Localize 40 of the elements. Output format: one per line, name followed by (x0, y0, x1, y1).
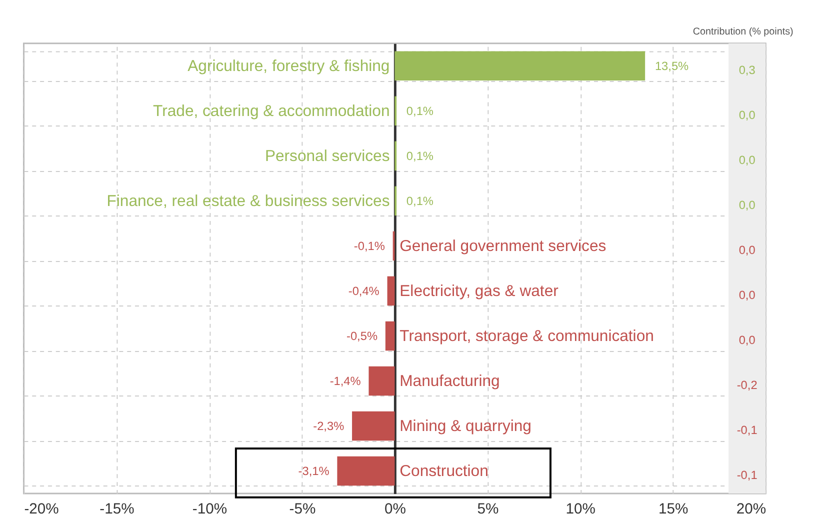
annotation: -0,2 (736, 378, 758, 392)
data-label: -0,5% (346, 328, 378, 343)
x-tick-label: 15% (658, 502, 688, 518)
y-tick-label: Finance, real estate & business services (106, 192, 390, 210)
x-tick-label: 10% (566, 502, 596, 518)
y-tick-label: Transport, storage & communication (400, 328, 654, 345)
annotation: -0,1 (736, 468, 758, 482)
y-tick-label: Construction (400, 462, 488, 480)
y-tick-label: Personal services (264, 148, 390, 165)
annotation: 0,0 (738, 152, 756, 167)
data-label: -3,1% (298, 464, 330, 478)
x-tick-label: -20% (24, 502, 59, 518)
y-tick-label: Trade, catering & accommodation (153, 102, 390, 120)
data-label: -0,1% (354, 238, 386, 253)
data-label: 13,5% (654, 58, 690, 73)
x-tick-label: -10% (192, 502, 228, 518)
y-tick-label: General government services (400, 238, 606, 255)
y-tick-label: Manufacturing (400, 372, 500, 390)
data-label: -2,3% (313, 418, 345, 433)
data-label: 0,1% (406, 148, 434, 163)
data-label: -1,4% (330, 374, 362, 388)
annotation: -0,1 (736, 422, 758, 437)
x-tick-label: -15% (100, 502, 134, 518)
y-tick-label: Electricity, gas & water (400, 282, 558, 300)
annotation: 0,3 (738, 62, 756, 77)
annotation: 0,0 (738, 332, 756, 347)
annotation: 0,0 (738, 108, 756, 122)
data-label: -0,4% (348, 284, 380, 298)
text: Contribution (% points) (692, 26, 794, 38)
x-tick-label: 20% (736, 502, 766, 518)
data-label: 0,1% (406, 104, 434, 118)
x-tick-label: -5% (289, 502, 316, 518)
x-tick-label: 5% (477, 502, 499, 518)
annotation: 0,0 (738, 288, 756, 302)
y-tick-label: Agriculture, forestry & fishing (188, 58, 390, 75)
data-label: 0,1% (406, 194, 434, 208)
x-tick-label: 0% (384, 502, 406, 518)
y-tick-label: Mining & quarrying (400, 418, 532, 435)
annotation: 0,0 (738, 198, 756, 212)
annotation: 0,0 (738, 242, 756, 257)
